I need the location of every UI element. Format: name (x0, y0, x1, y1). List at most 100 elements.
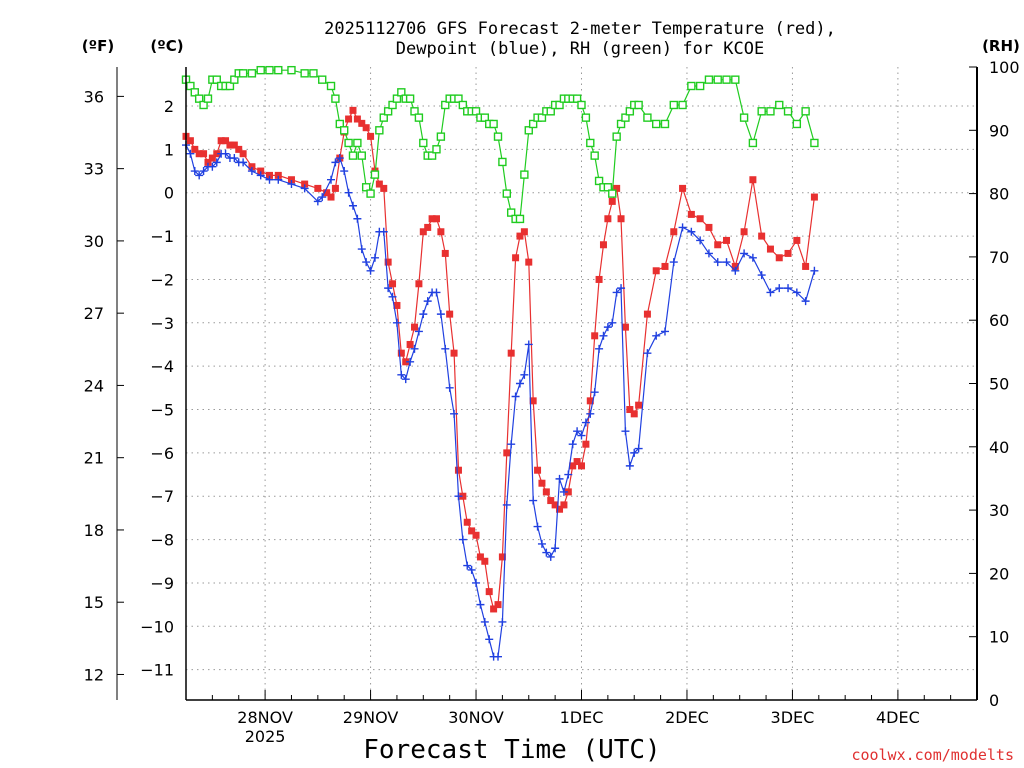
rh-point (436, 132, 446, 141)
temperature-point (714, 241, 722, 249)
temperature-point (599, 241, 607, 249)
temperature-point (463, 518, 471, 526)
temperature-point (775, 254, 783, 262)
rh-point (397, 88, 406, 97)
rh-point (792, 119, 802, 129)
temperature-point (367, 132, 375, 140)
rh-point (695, 81, 705, 91)
dewpoint-point (410, 344, 419, 353)
dewpoint-point (485, 635, 494, 644)
dewpoint-point (186, 149, 195, 158)
temperature-point (468, 527, 476, 535)
chart-title-line1: 2025112706 GFS Forecast 2-meter Temperat… (324, 19, 836, 39)
rh-point (441, 100, 450, 110)
dewpoint-point (265, 175, 274, 184)
rh-point (190, 88, 199, 97)
temperature-point (560, 501, 568, 509)
dewpoint-point (344, 188, 353, 197)
rh-point (331, 94, 340, 103)
temperature-point (490, 605, 498, 613)
rh-point (748, 138, 758, 148)
dewpoint-point (379, 227, 388, 236)
dewpoint-point (357, 245, 366, 254)
temperature-point (195, 150, 203, 158)
rh-point (230, 75, 239, 84)
dewpoint-point (537, 539, 546, 548)
rh-point (572, 94, 582, 103)
dewpoint-point (608, 318, 617, 327)
x-tick-label: 1DEC (560, 708, 604, 727)
dewpoint-point (529, 496, 538, 505)
temperature-point (731, 262, 739, 270)
temperature-point (643, 310, 651, 318)
dewpoint-point (480, 617, 489, 626)
celsius-tick-label: −7 (150, 487, 174, 506)
temperature-point (534, 466, 542, 474)
dewpoint-point (436, 310, 445, 319)
dewpoint-point (445, 383, 454, 392)
temperature-point (547, 497, 555, 505)
rh-tick-label: 0 (989, 691, 999, 710)
rh-point (616, 119, 626, 129)
dewpoint-point (687, 227, 696, 236)
dewpoint-point (498, 617, 507, 626)
dewpoint-point (748, 253, 757, 262)
dewpoint-point (801, 297, 810, 306)
fahrenheit-tick-label: 27 (84, 304, 104, 323)
rh-point (634, 100, 643, 110)
rh-point (309, 69, 318, 78)
unit-fahrenheit-label: (ºF) (82, 37, 114, 55)
dewpoint-point (704, 249, 713, 258)
rh-point (713, 75, 722, 84)
temperature-point (375, 180, 383, 188)
dewpoint-point (195, 171, 204, 180)
rh-point (370, 170, 380, 179)
dewpoint-point (713, 258, 722, 267)
temperature-point (314, 184, 322, 192)
rh-point (344, 138, 353, 148)
rh-point (687, 81, 696, 91)
rh-point (265, 65, 274, 75)
series-layer (181, 65, 819, 661)
series-temperature (182, 106, 818, 613)
celsius-tick-label: −4 (150, 357, 174, 376)
temperature-point (208, 154, 216, 162)
temperature-point (494, 601, 502, 609)
rh-point (238, 69, 248, 78)
temperature-point (476, 553, 484, 561)
rh-point (489, 119, 498, 129)
temperature-point (406, 340, 414, 348)
temperature-point (498, 553, 506, 561)
temperature-point (556, 505, 564, 513)
temperature-point (766, 245, 774, 253)
dewpoint-point (406, 357, 415, 366)
temperature-point (621, 323, 629, 331)
temperature-point (481, 557, 489, 565)
temperature-point (331, 184, 339, 192)
temperature-point (525, 258, 533, 266)
dewpoint-point (199, 167, 208, 176)
temperature-point (604, 215, 612, 223)
rh-point (537, 113, 547, 122)
dewpoint-point (573, 427, 582, 436)
dewpoint-point (318, 193, 327, 202)
dewpoint-point (397, 370, 406, 379)
dewpoint-point (353, 214, 362, 223)
rh-point (577, 100, 586, 110)
rh-tick-label: 60 (989, 311, 1009, 330)
grid-lines (186, 67, 977, 700)
rh-point (546, 107, 555, 116)
dewpoint-point (810, 266, 819, 275)
rh-point (212, 75, 221, 84)
rh-point (783, 107, 793, 116)
temperature-point (323, 189, 331, 197)
temperature-point (617, 215, 625, 223)
rh-point (225, 81, 235, 91)
rh-point (405, 94, 415, 103)
dewpoint-point (775, 284, 784, 293)
rh-tick-label: 90 (989, 121, 1009, 140)
rh-point (366, 189, 375, 198)
temperature-point (248, 163, 256, 171)
fahrenheit-tick-label: 15 (84, 593, 104, 612)
dewpoint-point (625, 461, 634, 470)
